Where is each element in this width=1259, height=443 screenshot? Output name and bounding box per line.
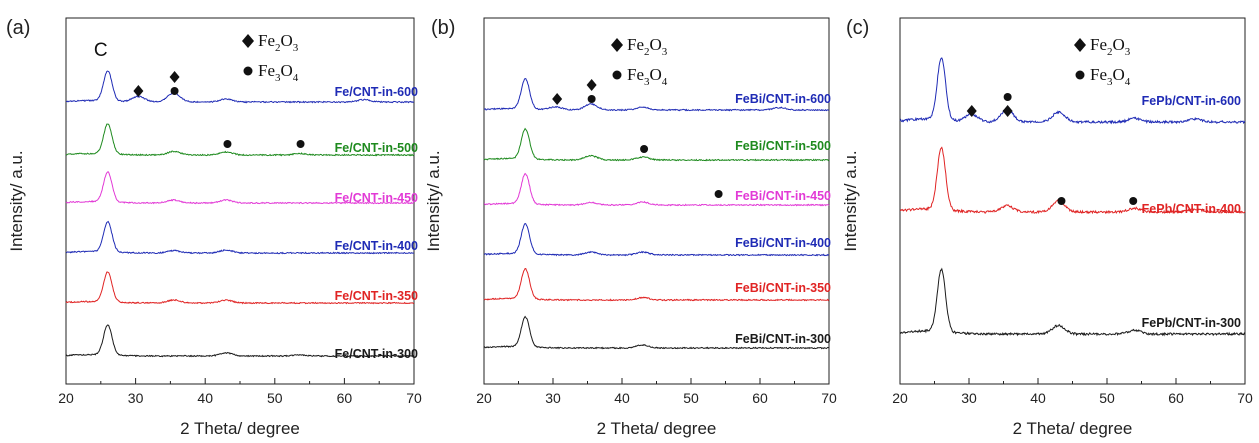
fe3o4-marker bbox=[1057, 197, 1066, 205]
x-tick-label: 30 bbox=[545, 390, 561, 406]
series-label: FeBi/CNT-in-500 bbox=[735, 139, 831, 153]
series-line bbox=[66, 70, 415, 104]
series-line bbox=[65, 324, 415, 358]
x-tick-label: 20 bbox=[892, 390, 908, 406]
fe3o4-marker bbox=[296, 140, 305, 148]
x-tick-label: 40 bbox=[614, 390, 630, 406]
y-axis-label: Intensity/ a.u. bbox=[7, 150, 26, 251]
fe2o3-marker bbox=[552, 93, 563, 105]
legend-formula: Fe3O4 bbox=[258, 61, 299, 84]
series-label: FeBi/CNT-in-450 bbox=[735, 189, 831, 203]
x-tick-label: 60 bbox=[337, 390, 353, 406]
legend-circle-icon bbox=[243, 66, 253, 76]
legend-circle-icon bbox=[612, 70, 622, 80]
x-axis-label: 2 Theta/ degree bbox=[1013, 419, 1133, 438]
series-line bbox=[65, 123, 415, 157]
series-line bbox=[483, 267, 830, 302]
x-tick-label: 70 bbox=[821, 390, 837, 406]
panel-a: (a) 20 30 40 50 60 70 2 Theta/ degree Intensity/… bbox=[6, 17, 422, 438]
series-line bbox=[899, 146, 1246, 215]
legend-formula: Fe2O3 bbox=[1090, 35, 1131, 58]
legend-circle-icon bbox=[1075, 70, 1085, 80]
x-tick-label: 70 bbox=[406, 390, 422, 406]
legend-formula: Fe2O3 bbox=[258, 31, 299, 54]
legend-diamond-icon bbox=[1074, 38, 1086, 52]
y-axis-label: Intensity/ a.u. bbox=[424, 150, 443, 251]
x-tick-label: 30 bbox=[961, 390, 977, 406]
x-axis-label: 2 Theta/ degree bbox=[597, 419, 717, 438]
series-label: FeBi/CNT-in-350 bbox=[735, 281, 831, 295]
x-tick-label: 50 bbox=[1099, 390, 1115, 406]
x-tick-label: 60 bbox=[752, 390, 768, 406]
series-label: Fe/CNT-in-300 bbox=[335, 347, 418, 361]
fe2o3-marker bbox=[133, 85, 144, 97]
series-line bbox=[899, 57, 1246, 125]
series-line bbox=[65, 171, 415, 205]
series-line bbox=[483, 127, 830, 162]
x-tick-label: 60 bbox=[1168, 390, 1184, 406]
carbon-peak-label: C bbox=[94, 40, 108, 61]
panel-letter: (c) bbox=[846, 17, 869, 39]
fe2o3-marker bbox=[586, 79, 597, 91]
panel-letter: (a) bbox=[6, 17, 30, 39]
series-label: Fe/CNT-in-450 bbox=[335, 191, 418, 205]
fe2o3-marker bbox=[1002, 105, 1013, 117]
series-line bbox=[484, 315, 830, 350]
legend-formula: Fe2O3 bbox=[627, 35, 668, 58]
series-label: FePb/CNT-in-600 bbox=[1142, 94, 1241, 108]
x-tick-label: 50 bbox=[267, 390, 283, 406]
panel-c: (c) 20 30 40 50 60 70 2 Theta/ degree Intensity/… bbox=[841, 17, 1253, 438]
y-axis-label: Intensity/ a.u. bbox=[841, 150, 860, 251]
series-label: FePb/CNT-in-300 bbox=[1142, 316, 1241, 330]
legend-diamond-icon bbox=[611, 38, 623, 52]
series-label: FeBi/CNT-in-400 bbox=[735, 236, 831, 250]
series-line bbox=[484, 172, 830, 207]
series-line bbox=[899, 267, 1246, 337]
series-label: Fe/CNT-in-350 bbox=[335, 289, 418, 303]
series-label: FeBi/CNT-in-600 bbox=[735, 92, 831, 106]
fe2o3-marker bbox=[169, 71, 180, 83]
series-line bbox=[483, 222, 830, 257]
x-tick-label: 40 bbox=[197, 390, 213, 406]
x-tick-label: 40 bbox=[1030, 390, 1046, 406]
panel-b: (b) 20 30 40 50 60 70 2 Theta/ degree Intensity/… bbox=[424, 17, 837, 438]
fe3o4-marker bbox=[1003, 93, 1012, 101]
series-line bbox=[483, 78, 830, 112]
fe3o4-marker bbox=[170, 87, 179, 95]
series-line bbox=[66, 220, 414, 255]
fe2o3-marker bbox=[966, 105, 977, 117]
x-tick-label: 20 bbox=[476, 390, 492, 406]
fe3o4-marker bbox=[587, 95, 596, 103]
fe3o4-marker bbox=[714, 190, 723, 198]
series-label: Fe/CNT-in-600 bbox=[335, 85, 418, 99]
x-axis-label: 2 Theta/ degree bbox=[180, 419, 300, 438]
x-tick-label: 50 bbox=[683, 390, 699, 406]
x-tick-label: 70 bbox=[1237, 390, 1253, 406]
panel-letter: (b) bbox=[431, 17, 455, 39]
x-tick-label: 20 bbox=[58, 390, 74, 406]
legend-formula: Fe3O4 bbox=[1090, 65, 1131, 88]
fe3o4-marker bbox=[640, 145, 649, 153]
fe3o4-marker bbox=[1129, 197, 1138, 205]
legend-formula: Fe3O4 bbox=[627, 65, 668, 88]
fe3o4-marker bbox=[223, 140, 232, 148]
series-line bbox=[65, 271, 415, 305]
series-label: Fe/CNT-in-500 bbox=[335, 141, 418, 155]
series-label: FeBi/CNT-in-300 bbox=[735, 332, 831, 346]
x-tick-label: 30 bbox=[128, 390, 144, 406]
series-label: Fe/CNT-in-400 bbox=[335, 239, 418, 253]
series-label: FePb/CNT-in-400 bbox=[1142, 202, 1241, 216]
legend-diamond-icon bbox=[242, 34, 254, 48]
